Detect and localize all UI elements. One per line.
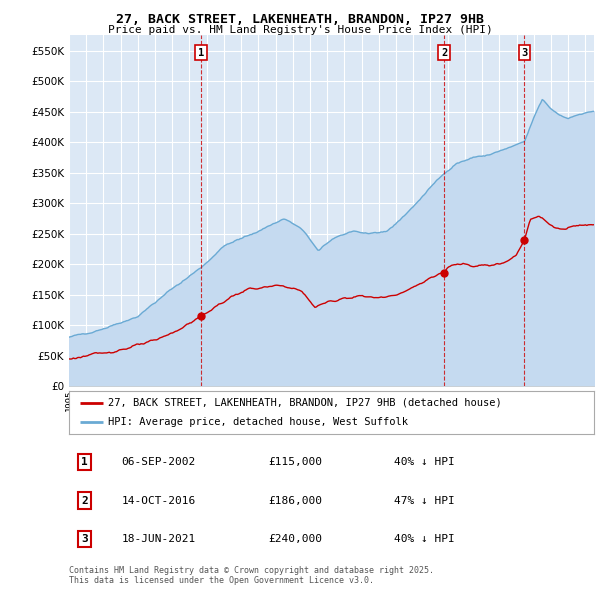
- Text: 47% ↓ HPI: 47% ↓ HPI: [395, 496, 455, 506]
- Text: 27, BACK STREET, LAKENHEATH, BRANDON, IP27 9HB (detached house): 27, BACK STREET, LAKENHEATH, BRANDON, IP…: [109, 398, 502, 408]
- Text: 18-JUN-2021: 18-JUN-2021: [121, 535, 196, 544]
- Text: £186,000: £186,000: [269, 496, 323, 506]
- Text: Price paid vs. HM Land Registry's House Price Index (HPI): Price paid vs. HM Land Registry's House …: [107, 25, 493, 35]
- Text: 40% ↓ HPI: 40% ↓ HPI: [395, 535, 455, 544]
- Text: 3: 3: [521, 48, 527, 58]
- Text: Contains HM Land Registry data © Crown copyright and database right 2025.
This d: Contains HM Land Registry data © Crown c…: [69, 566, 434, 585]
- Text: 1: 1: [198, 48, 205, 58]
- Text: 06-SEP-2002: 06-SEP-2002: [121, 457, 196, 467]
- Text: 3: 3: [82, 535, 88, 544]
- Text: HPI: Average price, detached house, West Suffolk: HPI: Average price, detached house, West…: [109, 417, 409, 427]
- Text: 2: 2: [441, 48, 447, 58]
- Text: 14-OCT-2016: 14-OCT-2016: [121, 496, 196, 506]
- Text: 40% ↓ HPI: 40% ↓ HPI: [395, 457, 455, 467]
- Text: 27, BACK STREET, LAKENHEATH, BRANDON, IP27 9HB: 27, BACK STREET, LAKENHEATH, BRANDON, IP…: [116, 13, 484, 26]
- Text: 1: 1: [82, 457, 88, 467]
- Text: 2: 2: [82, 496, 88, 506]
- Text: £240,000: £240,000: [269, 535, 323, 544]
- Text: £115,000: £115,000: [269, 457, 323, 467]
